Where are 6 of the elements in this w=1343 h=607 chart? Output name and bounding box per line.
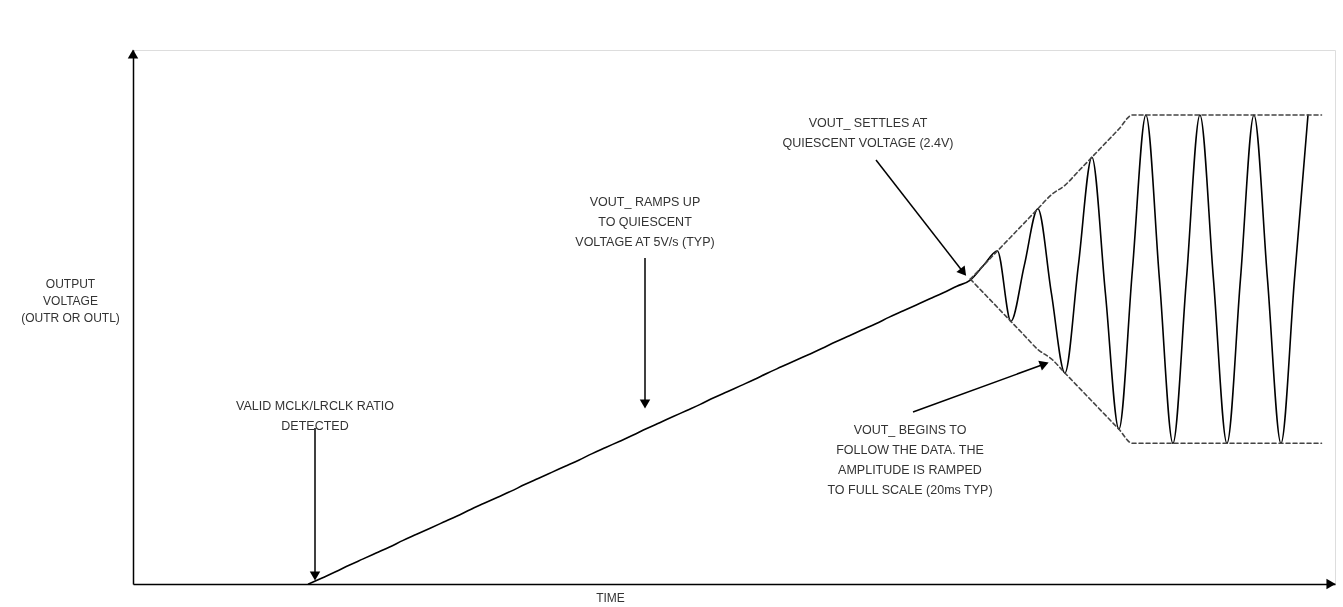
annotation: VOUT_ SETTLES AT QUIESCENT VOLTAGE (2.4V): [782, 116, 954, 150]
annotation: VOUT_ RAMPS UP TO QUIESCENT VOLTAGE AT 5V/s (TYP): [575, 195, 715, 249]
y-axis-title: OUTPUT VOLTAGE (OUTR OR OUTL): [21, 276, 120, 325]
annotation: VOUT_ BEGINS TO FOLLOW THE DATA. THE AMPLITUDE IS RAMPED TO FULL SCALE (20ms TYP): [827, 423, 993, 497]
annotation: VALID MCLK/LRCLK RATIO DETECTED: [236, 399, 395, 433]
x-axis-title: TIME: [596, 590, 625, 605]
